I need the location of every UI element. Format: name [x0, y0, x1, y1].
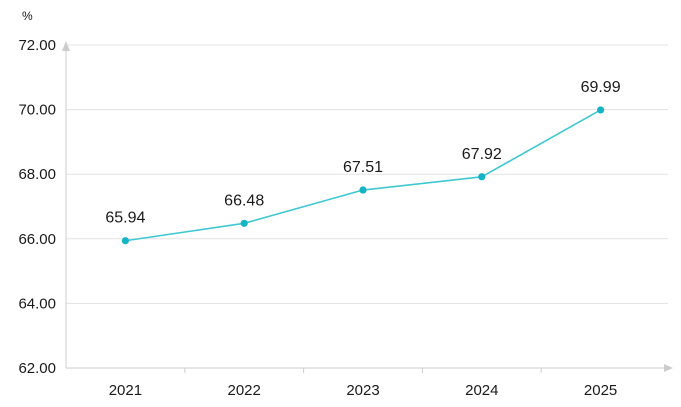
y-tick-label: 70.00: [18, 102, 56, 119]
y-axis-arrow: [62, 41, 70, 51]
x-axis-arrow: [664, 364, 673, 372]
data-point: [240, 219, 248, 227]
y-tick-label: 68.00: [18, 166, 56, 183]
data-point: [478, 173, 486, 181]
y-tick-label: 62.00: [18, 360, 56, 377]
gridlines: [66, 44, 668, 304]
y-axis-unit-label: %: [22, 9, 33, 23]
data-label: 66.48: [224, 192, 264, 209]
data-label: 67.92: [462, 146, 502, 163]
x-axis-tick-labels: 2021 2022 2023 2024 2025: [109, 382, 618, 399]
data-labels: 65.94 66.48 67.51 67.92 69.99: [105, 79, 620, 227]
data-label: 67.51: [343, 159, 383, 176]
data-label: 65.94: [105, 210, 145, 227]
x-tick-label: 2023: [346, 382, 379, 399]
data-point: [597, 106, 605, 114]
x-tick-label: 2022: [228, 382, 261, 399]
y-tick-label: 66.00: [18, 231, 56, 248]
data-point: [359, 186, 367, 194]
axes: [62, 41, 673, 373]
x-tick-label: 2021: [109, 382, 142, 399]
y-tick-label: 64.00: [18, 295, 56, 312]
series-line-layer: [121, 106, 605, 245]
y-tick-label: 72.00: [18, 37, 56, 54]
x-tick-label: 2025: [584, 382, 617, 399]
data-label: 69.99: [581, 79, 621, 96]
data-point: [121, 237, 129, 245]
y-axis-tick-labels: 62.00 64.00 66.00 68.00 70.00 72.00: [18, 37, 56, 377]
x-tick-label: 2024: [465, 382, 498, 399]
